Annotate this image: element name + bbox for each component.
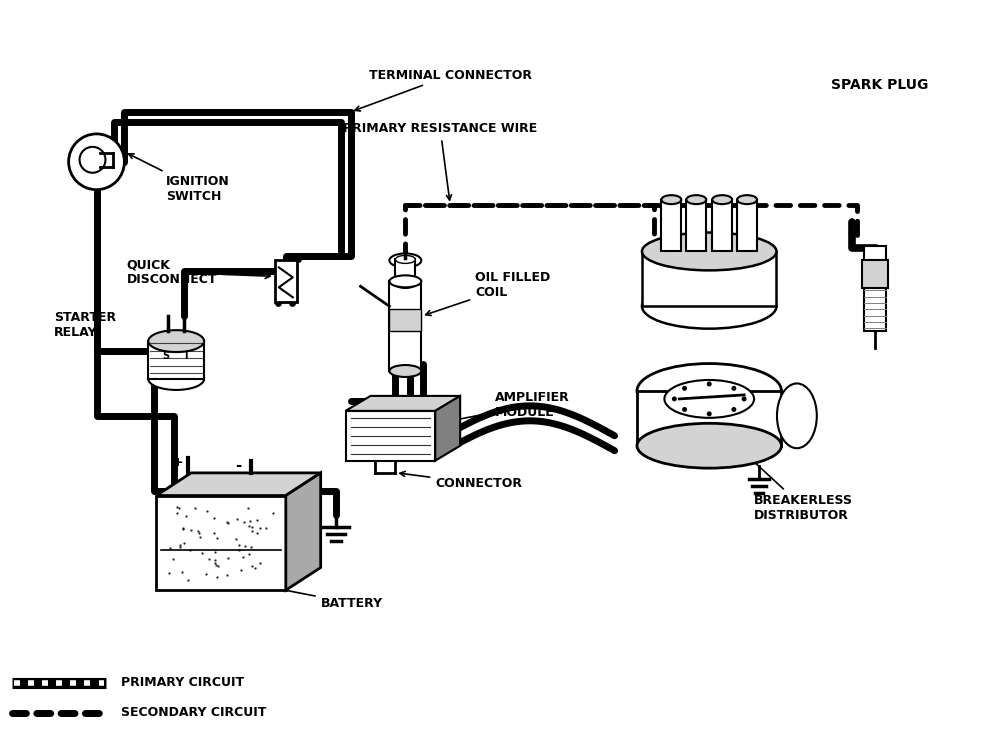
Circle shape (682, 386, 687, 391)
Circle shape (80, 147, 105, 173)
Text: BREAKERLESS
DISTRIBUTOR: BREAKERLESS DISTRIBUTOR (733, 442, 853, 521)
Circle shape (731, 407, 736, 412)
Bar (864, 246, 886, 331)
Circle shape (69, 134, 124, 189)
Text: +: + (173, 457, 184, 469)
Bar (862, 260, 888, 288)
Ellipse shape (148, 368, 204, 390)
Circle shape (707, 381, 712, 386)
Text: AMPLIFIER
MODULE: AMPLIFIER MODULE (440, 391, 570, 424)
Text: PRIMARY CIRCUIT: PRIMARY CIRCUIT (121, 677, 245, 689)
Ellipse shape (642, 283, 776, 329)
Ellipse shape (637, 423, 781, 468)
Text: BATTERY: BATTERY (239, 580, 383, 609)
Text: CONNECTOR: CONNECTOR (400, 471, 522, 490)
Bar (389, 310, 421, 331)
Polygon shape (286, 473, 321, 590)
Text: STARTER
RELAY: STARTER RELAY (54, 311, 116, 339)
Text: -: - (235, 458, 241, 474)
Bar (637, 391, 781, 445)
Ellipse shape (389, 254, 421, 267)
Bar (712, 200, 732, 251)
Polygon shape (156, 495, 286, 590)
Ellipse shape (637, 363, 781, 419)
Circle shape (682, 407, 687, 412)
Polygon shape (156, 473, 321, 495)
Text: IGNITION
SWITCH: IGNITION SWITCH (129, 154, 230, 203)
FancyBboxPatch shape (275, 260, 297, 302)
Polygon shape (435, 396, 460, 461)
Text: OIL FILLED
COIL: OIL FILLED COIL (426, 272, 550, 316)
Polygon shape (346, 411, 435, 461)
Polygon shape (346, 396, 460, 411)
Ellipse shape (389, 365, 421, 377)
Ellipse shape (148, 330, 204, 352)
Ellipse shape (712, 195, 732, 204)
Ellipse shape (777, 383, 817, 448)
Circle shape (672, 396, 677, 401)
Circle shape (742, 396, 747, 401)
Bar (661, 200, 681, 251)
Bar (737, 200, 757, 251)
Circle shape (707, 411, 712, 416)
Text: SPARK PLUG: SPARK PLUG (831, 78, 928, 92)
Ellipse shape (395, 280, 415, 288)
Ellipse shape (737, 195, 757, 204)
Ellipse shape (395, 255, 415, 263)
Ellipse shape (664, 380, 754, 418)
Text: I: I (184, 351, 188, 361)
Ellipse shape (686, 195, 706, 204)
Bar (395, 260, 415, 284)
Text: S: S (163, 351, 170, 361)
Text: TERMINAL CONNECTOR: TERMINAL CONNECTOR (355, 69, 532, 111)
Text: PRIMARY RESISTANCE WIRE: PRIMARY RESISTANCE WIRE (343, 122, 537, 200)
Bar (642, 251, 776, 307)
Ellipse shape (389, 275, 421, 287)
Ellipse shape (642, 233, 776, 270)
Bar (148, 341, 204, 379)
Bar (389, 281, 421, 371)
Circle shape (731, 386, 736, 391)
Bar (686, 200, 706, 251)
Ellipse shape (661, 195, 681, 204)
Text: SECONDARY CIRCUIT: SECONDARY CIRCUIT (121, 706, 267, 719)
Text: QUICK
DISCONNECT: QUICK DISCONNECT (126, 258, 270, 286)
